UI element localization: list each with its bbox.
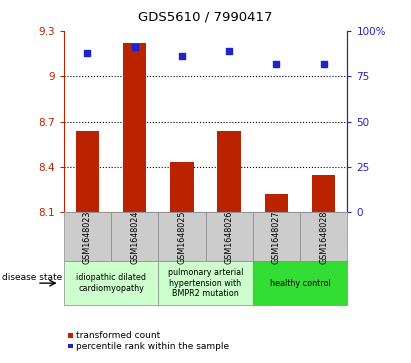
Text: healthy control: healthy control bbox=[270, 279, 330, 287]
Bar bbox=[265, 194, 288, 212]
Point bbox=[178, 53, 185, 59]
Text: GSM1648024: GSM1648024 bbox=[130, 210, 139, 264]
Text: GSM1648025: GSM1648025 bbox=[178, 210, 186, 264]
Text: pulmonary arterial
hypertension with
BMPR2 mutation: pulmonary arterial hypertension with BMP… bbox=[168, 268, 243, 298]
Point bbox=[84, 50, 90, 56]
Text: percentile rank within the sample: percentile rank within the sample bbox=[76, 342, 230, 351]
Text: GSM1648028: GSM1648028 bbox=[319, 210, 328, 264]
Text: GDS5610 / 7990417: GDS5610 / 7990417 bbox=[138, 11, 273, 24]
Bar bbox=[170, 162, 194, 212]
Point bbox=[132, 44, 138, 50]
Point bbox=[273, 61, 279, 66]
Bar bbox=[312, 175, 335, 212]
Text: GSM1648026: GSM1648026 bbox=[225, 210, 233, 264]
Text: GSM1648023: GSM1648023 bbox=[83, 210, 92, 264]
Bar bbox=[123, 43, 146, 212]
Bar bbox=[217, 131, 241, 212]
Text: idiopathic dilated
cardiomyopathy: idiopathic dilated cardiomyopathy bbox=[76, 273, 146, 293]
Text: disease state: disease state bbox=[2, 273, 62, 282]
Text: transformed count: transformed count bbox=[76, 331, 161, 340]
Text: GSM1648027: GSM1648027 bbox=[272, 210, 281, 264]
Point bbox=[321, 61, 327, 66]
Bar bbox=[76, 131, 99, 212]
Point bbox=[226, 48, 233, 54]
